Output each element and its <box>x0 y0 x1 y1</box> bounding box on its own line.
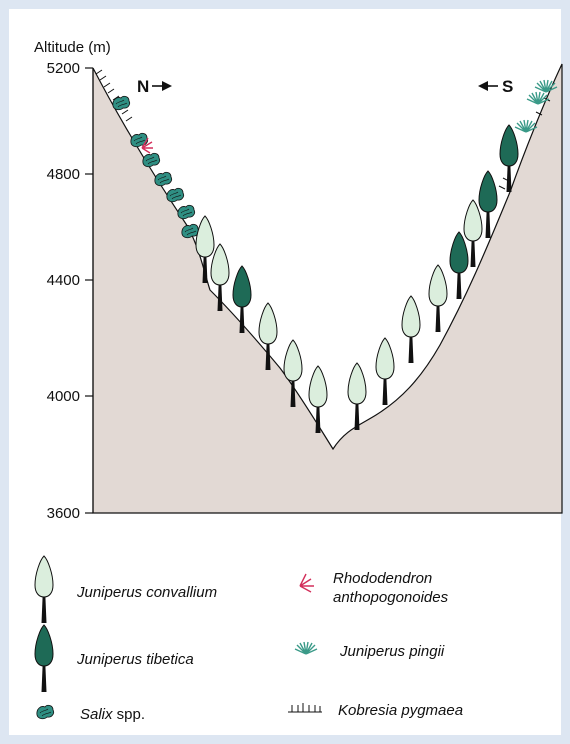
y-axis-title: Altitude (m) <box>34 39 111 56</box>
tick-label-5200: 5200 <box>47 60 80 77</box>
tick-label-3600: 3600 <box>47 505 80 522</box>
legend-kobresia: Kobresia pygmaea <box>338 702 463 719</box>
salix-shrub <box>166 187 185 203</box>
y-axis-ticks <box>85 67 93 514</box>
juniperus-convallium-tree <box>401 295 421 364</box>
salix-shrub <box>177 204 196 220</box>
valley-terrain <box>92 63 563 514</box>
juniperus-convallium-tree <box>347 362 367 431</box>
rhododendron-shrub <box>141 137 153 154</box>
grass-tuft-icon <box>288 703 322 713</box>
legend-juniperus-tibetica: Juniperus tibetica <box>76 651 194 668</box>
legend-rhododendron-line1: Rhododendron <box>333 570 432 587</box>
right-arrow-icon <box>152 81 172 91</box>
left-arrow-icon <box>478 81 498 91</box>
salix-shrub <box>130 132 149 148</box>
tick-label-4000: 4000 <box>47 388 80 405</box>
tick-label-4400: 4400 <box>47 272 80 289</box>
red-fan-icon <box>299 573 314 593</box>
green-fan-icon <box>294 641 318 655</box>
juniperus-tibetica-tree <box>449 231 469 300</box>
salix-shrub <box>154 171 173 187</box>
salix-shrub <box>142 152 161 168</box>
dark-tree-icon <box>34 624 54 693</box>
salix-shrub <box>181 223 200 239</box>
tick-label-4800: 4800 <box>47 166 80 183</box>
juniperus-convallium-tree <box>375 337 395 406</box>
salix-shrub <box>112 95 131 111</box>
legend-rhododendron-line2: anthopogonoides <box>333 589 449 606</box>
legend-juniperus-convallium: Juniperus convallium <box>76 584 217 601</box>
legend: Juniperus convallium Juniperus tibetica … <box>34 555 463 723</box>
legend-juniperus-pingii: Juniperus pingii <box>339 643 445 660</box>
shrub-icon <box>36 704 55 720</box>
north-label: N <box>137 77 149 96</box>
south-label: S <box>502 77 513 96</box>
light-tree-icon <box>34 555 54 624</box>
juniperus-convallium-tree <box>428 264 448 333</box>
legend-salix: Salix spp. <box>80 706 145 723</box>
